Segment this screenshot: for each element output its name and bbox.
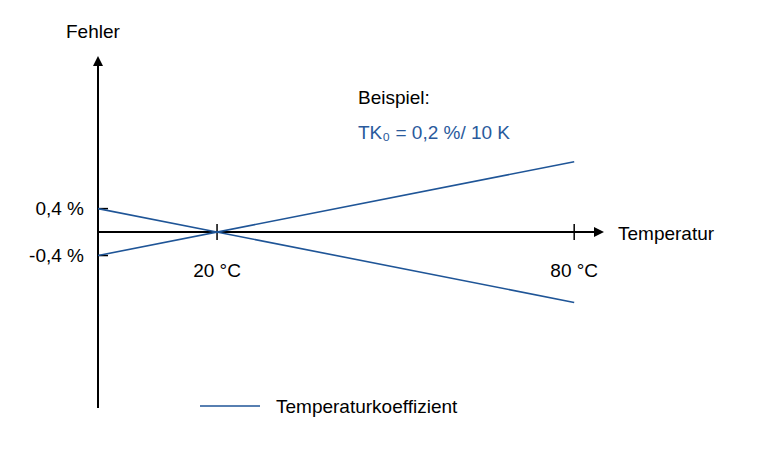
annotation: Beispiel: xyxy=(358,87,430,108)
series-group xyxy=(98,162,574,303)
x-tick xyxy=(573,224,575,240)
y-axis-arrow xyxy=(93,56,103,66)
y-tick-label: -0,4 % xyxy=(29,245,84,266)
y-tick-label: 0,4 % xyxy=(35,198,84,219)
x-tick-label: 20 °C xyxy=(193,260,241,281)
y-axis-label: Fehler xyxy=(66,21,121,42)
x-axis-arrow xyxy=(594,227,604,237)
annotation: TK₀ = 0,2 %/ 10 K xyxy=(358,122,510,143)
x-axis-label: Temperatur xyxy=(618,223,715,244)
x-tick-label: 80 °C xyxy=(550,260,598,281)
legend-label: Temperaturkoeffizient xyxy=(276,396,458,417)
series-line xyxy=(98,162,574,256)
y-axis xyxy=(97,62,99,408)
chart: Fehler Temperatur 20 °C 80 °C 0,4 % -0,4 % Bei… xyxy=(0,0,771,449)
legend-swatch xyxy=(200,405,260,407)
x-axis xyxy=(98,231,598,233)
series-line xyxy=(98,209,574,303)
